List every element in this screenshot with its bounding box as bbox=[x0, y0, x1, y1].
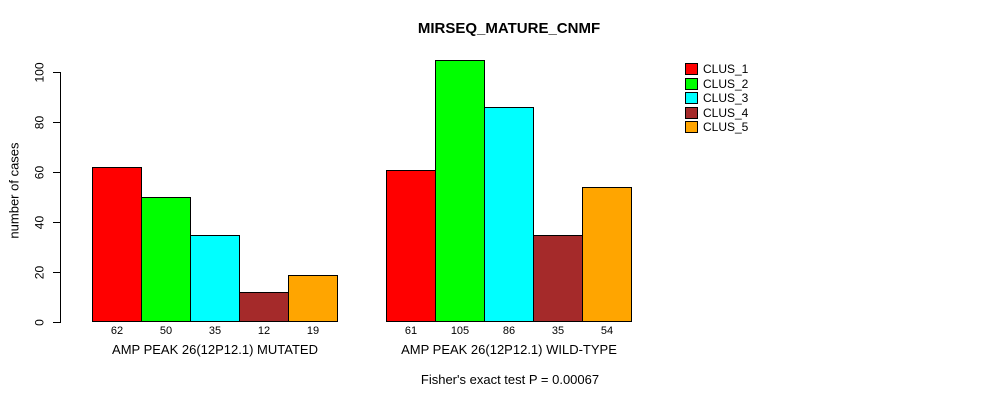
legend-item: CLUS_5 bbox=[685, 120, 748, 135]
legend-item: CLUS_1 bbox=[685, 62, 748, 77]
y-axis-tick bbox=[53, 172, 60, 173]
bar-clus_4-group2 bbox=[533, 234, 583, 322]
bar-value-label: 35 bbox=[208, 325, 222, 337]
legend-swatch bbox=[685, 77, 698, 90]
y-axis-label: number of cases bbox=[6, 142, 22, 239]
x-group-label: AMP PEAK 26(12P12.1) WILD-TYPE bbox=[401, 342, 617, 357]
legend-item: CLUS_2 bbox=[685, 77, 748, 92]
bar-clus_5-group1 bbox=[288, 274, 338, 322]
bar-value-label: 12 bbox=[257, 325, 271, 337]
fisher-test-annotation: Fisher's exact test P = 0.00067 bbox=[420, 372, 600, 387]
legend-swatch bbox=[685, 92, 698, 105]
y-axis-tick-label: 60 bbox=[32, 165, 47, 180]
bar-value-label: 54 bbox=[600, 325, 614, 337]
legend-label: CLUS_2 bbox=[703, 76, 749, 91]
legend-label: CLUS_5 bbox=[703, 120, 749, 135]
bar-value-label: 35 bbox=[551, 325, 565, 337]
bar-value-label: 50 bbox=[159, 325, 173, 337]
bar-value-label: 61 bbox=[404, 325, 418, 337]
bar-value-label: 86 bbox=[502, 325, 516, 337]
y-axis-tick-label: 100 bbox=[32, 62, 47, 83]
y-axis-tick-label: 0 bbox=[32, 319, 47, 326]
bar-clus_3-group1 bbox=[190, 234, 240, 322]
y-axis-tick bbox=[53, 72, 60, 73]
bar-clus_3-group2 bbox=[484, 107, 534, 322]
legend-swatch bbox=[685, 63, 698, 76]
y-axis-tick-label: 40 bbox=[32, 215, 47, 230]
bar-value-label: 19 bbox=[306, 325, 320, 337]
bar-value-label: 105 bbox=[450, 325, 470, 337]
legend-label: CLUS_4 bbox=[703, 105, 749, 120]
legend-item: CLUS_4 bbox=[685, 106, 748, 121]
y-axis-tick bbox=[53, 222, 60, 223]
bar-clus_4-group1 bbox=[239, 292, 289, 322]
y-axis-tick bbox=[53, 272, 60, 273]
bar-clus_5-group2 bbox=[582, 187, 632, 322]
legend-item: CLUS_3 bbox=[685, 91, 748, 106]
bar-clus_1-group1 bbox=[92, 167, 142, 322]
legend-swatch bbox=[685, 106, 698, 119]
y-axis-tick bbox=[53, 322, 60, 323]
y-axis-tick-label: 80 bbox=[32, 115, 47, 130]
legend: CLUS_1 CLUS_2 CLUS_3 CLUS_4 CLUS_5 bbox=[685, 62, 748, 135]
chart-title: MIRSEQ_MATURE_CNMF bbox=[417, 20, 601, 37]
legend-label: CLUS_1 bbox=[703, 62, 749, 77]
bar-clus_2-group2 bbox=[435, 59, 485, 322]
y-axis-line bbox=[60, 72, 61, 323]
legend-swatch bbox=[685, 121, 698, 134]
legend-label: CLUS_3 bbox=[703, 91, 749, 106]
bar-clus_2-group1 bbox=[141, 197, 191, 322]
y-axis-tick-label: 20 bbox=[32, 265, 47, 280]
bar-value-label: 62 bbox=[110, 325, 124, 337]
y-axis-tick bbox=[53, 122, 60, 123]
x-group-label: AMP PEAK 26(12P12.1) MUTATED bbox=[112, 342, 318, 357]
bar-clus_1-group2 bbox=[386, 169, 436, 322]
